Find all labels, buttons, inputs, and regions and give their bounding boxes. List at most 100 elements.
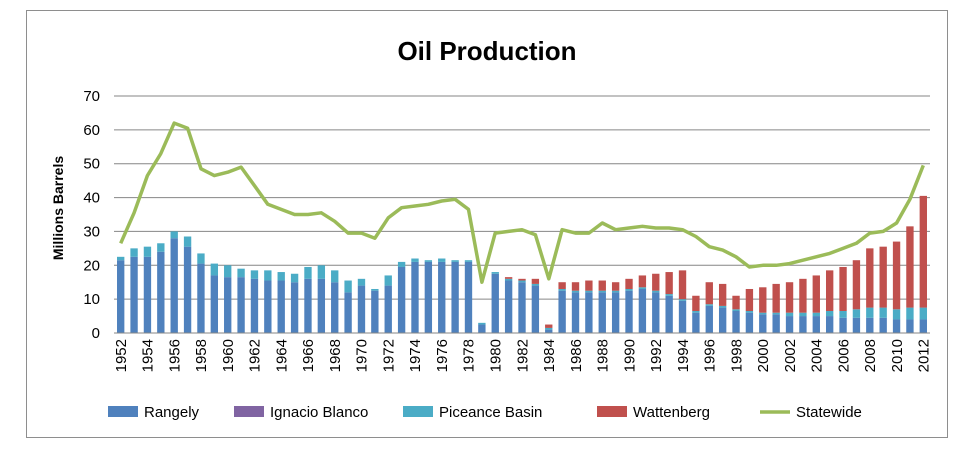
bar-piceance-basin [451,260,459,262]
x-tick-label: 1956 [166,339,183,372]
bar-wattenberg [839,266,847,311]
y-tick-label: 0 [92,325,100,342]
chart-title: Oil Production [397,36,576,66]
legend-label-rangely: Rangely [144,404,200,421]
bar-rangely [799,316,807,333]
x-tick-label: 2008 [862,339,879,372]
bar-rangely [224,277,232,333]
bar-rangely [866,317,874,333]
bar-wattenberg [531,278,540,284]
bar-piceance-basin [705,304,713,306]
bar-piceance-basin [652,290,660,293]
bar-piceance-basin [665,294,673,296]
bar-piceance-basin [692,310,700,313]
bar-piceance-basin [571,290,580,293]
bar-piceance-basin [264,270,272,281]
x-tick-label: 1968 [327,339,344,372]
x-tick-label: 1960 [220,339,237,372]
bar-wattenberg [652,273,660,291]
bar-wattenberg [705,282,713,305]
bar-wattenberg [745,288,754,311]
bar-rangely [745,312,754,333]
bar-rangely [130,256,138,333]
bar-rangely [331,282,339,333]
bar-rangely [718,307,727,333]
x-tick-label: 1966 [300,339,317,372]
bar-rangely [478,324,486,333]
bar-wattenberg [625,278,633,289]
x-tick-label: 1980 [487,339,504,372]
bar-piceance-basin [317,265,326,279]
bar-piceance-basin [531,283,540,286]
bar-wattenberg [799,278,807,313]
x-tick-label: 1988 [595,339,612,372]
bar-rangely [464,261,473,333]
bar-piceance-basin [170,231,178,239]
bar-rangely [264,280,272,333]
bar-wattenberg [611,282,620,291]
bar-piceance-basin [411,258,419,262]
bar-piceance-basin [237,268,245,278]
bar-wattenberg [919,195,927,308]
x-axis-tick-labels: 1952 1954 1956 1958 1960 1962 1964 1966 1968 1970… [113,339,933,372]
bar-piceance-basin [906,307,914,320]
bar-wattenberg [545,324,553,328]
x-tick-label: 1996 [702,339,719,372]
x-tick-label: 1974 [407,339,424,372]
bar-rangely [665,295,673,333]
bar-piceance-basin [210,263,219,276]
x-tick-label: 2010 [889,339,906,372]
bar-piceance-basin [157,243,165,252]
bar-piceance-basin [424,260,433,262]
y-tick-label: 70 [83,88,100,105]
bar-rangely [344,292,352,333]
bar-piceance-basin [277,272,285,281]
bar-rangely [692,312,700,333]
stacked-bars [117,195,927,333]
bar-piceance-basin [585,290,593,293]
bar-wattenberg [906,226,914,308]
x-tick-label: 2000 [755,339,772,372]
bar-piceance-basin [304,266,312,279]
bar-wattenberg [558,282,566,289]
bar-rangely [892,319,901,333]
bar-wattenberg [866,248,874,308]
x-tick-label: 2004 [809,339,826,372]
bar-wattenberg [812,275,820,313]
bar-rangely [919,319,927,333]
bar-rangely [317,278,326,333]
bar-piceance-basin [772,312,780,315]
bar-piceance-basin [130,248,138,257]
bar-wattenberg [772,283,780,313]
bar-rangely [451,261,459,333]
bar-piceance-basin [438,258,446,262]
x-tick-label: 1994 [675,339,692,372]
bar-wattenberg [759,287,767,313]
legend-label-wattenberg: Wattenberg [633,404,710,421]
bar-wattenberg [785,282,794,313]
bar-wattenberg [585,280,593,291]
x-tick-label: 1998 [728,339,745,372]
bar-piceance-basin [558,288,566,291]
x-tick-label: 1982 [514,339,531,372]
bar-rangely [611,292,620,333]
bar-rangely [438,261,446,333]
y-axis-tick-labels: 0 10 20 30 40 50 60 70 [83,88,100,342]
bar-wattenberg [732,295,740,310]
bar-piceance-basin [718,305,727,308]
x-tick-label: 1972 [380,339,397,372]
bar-rangely [558,290,566,333]
bar-piceance-basin [598,290,606,293]
bar-piceance-basin [518,280,526,283]
legend-label-statewide: Statewide [796,404,862,421]
bar-rangely [852,317,861,333]
bar-piceance-basin [732,309,740,311]
bar-rangely [732,310,740,333]
bar-wattenberg [692,295,700,311]
chart-frame [26,10,948,438]
bar-rangely [785,316,794,333]
bar-piceance-basin [879,307,887,318]
bar-rangely [504,280,513,333]
bar-rangely [825,316,834,333]
bar-piceance-basin [331,270,339,283]
